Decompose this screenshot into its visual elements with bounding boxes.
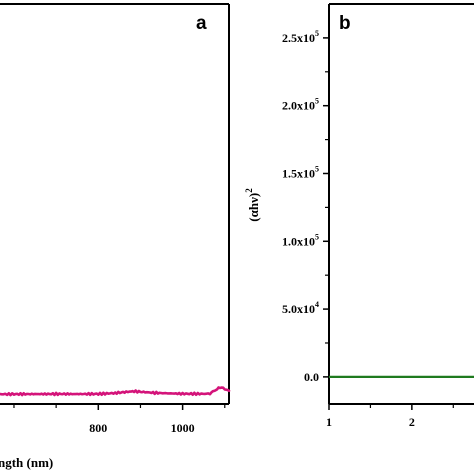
panel-b-x-tick-label: 2: [409, 415, 415, 429]
svg-text:(αhν)2: (αhν)2: [244, 188, 261, 222]
panel-b-letter: b: [339, 13, 351, 34]
panel-a-frame: [0, 3, 230, 405]
panel-a-x-tick-label: 800: [89, 421, 107, 435]
panel-b-y-axis-title-exp: 2: [244, 188, 254, 193]
panel-b: b 0.0 5.0x104 1.0x105 1.5x105 2.0x105 2.5x105…: [244, 3, 474, 429]
panel-a-x-ticks: 800 1000: [13, 404, 226, 435]
panel-b-y-ticks: 0.0 5.0x104 1.0x105 1.5x105 2.0x105 2.5x105: [282, 29, 329, 384]
panel-b-y-tick-label: 0.0: [304, 370, 319, 384]
panel-b-y-tick-label: 2.0x105: [282, 97, 319, 113]
panel-b-y-tick-label: 1.5x105: [282, 164, 319, 180]
panel-a-letter: a: [196, 13, 207, 34]
panel-b-x-tick-label: 1: [326, 415, 332, 429]
panel-b-y-axis-title: (αhν)2: [244, 188, 261, 222]
panel-a-x-tick-label: 1000: [171, 421, 195, 435]
panel-b-y-tick-label: 5.0x104: [282, 300, 319, 316]
panel-b-y-axis-title-text: (αhν): [246, 193, 261, 222]
panel-b-y-tick-label: 2.5x105: [282, 29, 319, 45]
panel-a-x-axis-title: ngth (nm): [0, 455, 53, 470]
panel-a-series-line: [0, 386, 231, 397]
panel-b-frame: [328, 3, 474, 405]
panel-a: a 800 1000 ngth (nm): [0, 3, 231, 470]
panel-b-y-tick-label: 1.0x105: [282, 232, 319, 248]
